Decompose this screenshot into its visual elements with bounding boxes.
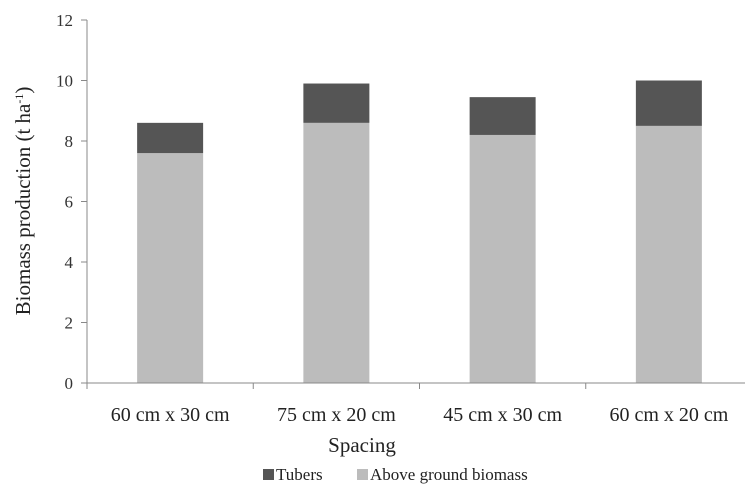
y-tick-label: 8 [65,132,74,151]
y-axis-title: Biomass production (t ha-1) [11,87,35,316]
bar-segment-above-ground-biomass [137,153,204,383]
legend: Tubers Above ground biomass [263,465,528,484]
bar-segment-tubers [469,97,536,135]
x-axis-title: Spacing [328,433,396,457]
legend-label: Tubers [276,465,323,484]
legend-swatch [263,469,274,480]
y-tick-label: 4 [65,253,74,272]
legend-label: Above ground biomass [370,465,528,484]
x-tick-label: 75 cm x 20 cm [277,404,396,426]
bar-segment-tubers [137,122,204,154]
bar-segment-above-ground-biomass [303,122,370,383]
y-axis-title-superscript: -1 [12,94,26,104]
y-tick-label: 0 [65,374,74,393]
bar-segment-above-ground-biomass [469,134,536,383]
y-axis-title-suffix: ) [11,87,35,94]
y-axis: 0 2 4 6 8 10 12 [56,11,88,393]
x-tick-label: 45 cm x 30 cm [443,404,562,426]
y-tick-label: 6 [65,193,74,212]
y-tick-label: 10 [56,72,73,91]
bar-segment-tubers [635,80,702,126]
y-tick-label: 2 [65,314,74,333]
y-axis-title-main: Biomass production (t ha [11,103,35,315]
bars [137,80,702,383]
legend-swatch [357,469,368,480]
bar-segment-above-ground-biomass [635,125,702,383]
bar-segment-tubers [303,83,370,123]
x-tick-label: 60 cm x 20 cm [609,404,728,426]
y-tick-label: 12 [56,11,73,30]
x-axis: 60 cm x 30 cm 75 cm x 20 cm 45 cm x 30 cm 6… [86,382,745,426]
x-tick-label: 60 cm x 30 cm [111,404,230,426]
